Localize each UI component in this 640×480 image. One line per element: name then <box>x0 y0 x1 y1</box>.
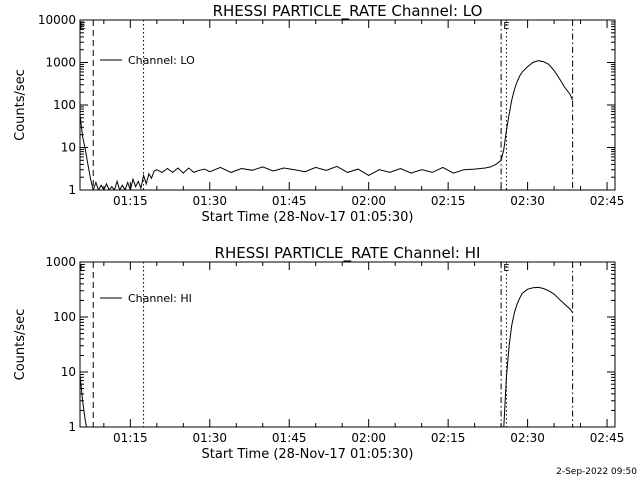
y-tick-label: 1000 <box>45 56 76 70</box>
x-tick-label: 02:00 <box>351 431 386 445</box>
y-tick-label: 10 <box>61 365 76 379</box>
marker-label: E <box>503 21 509 32</box>
panel-lo: RHESSI PARTICLE_RATE Channel: LO 1 10 100 10… <box>13 2 624 225</box>
y-tick-label: 10 <box>61 141 76 155</box>
chart-title: RHESSI PARTICLE_RATE Channel: HI <box>215 244 481 263</box>
x-tick-label: 02:00 <box>351 194 386 208</box>
plot-frame <box>79 19 616 191</box>
y-tick-label: 1 <box>68 183 76 197</box>
x-tick-label: 01:45 <box>272 194 307 208</box>
x-tick-label: 02:45 <box>590 194 625 208</box>
x-tick-label: 02:15 <box>431 194 466 208</box>
x-tick-label: 01:30 <box>192 194 227 208</box>
x-tick-label: 01:30 <box>192 431 227 445</box>
x-tick-label: 01:15 <box>113 431 148 445</box>
legend-label: Channel: HI <box>128 292 192 305</box>
x-axis-label: Start Time (28-Nov-17 01:05:30) <box>202 447 414 462</box>
marker-label: E <box>79 263 85 274</box>
y-tick-label: 1000 <box>45 255 76 269</box>
marker-label: E <box>79 21 85 32</box>
x-tick-label: 02:30 <box>510 194 545 208</box>
x-tick-label: 02:45 <box>590 431 625 445</box>
x-tick-label: 02:30 <box>510 431 545 445</box>
chart-title: RHESSI PARTICLE_RATE Channel: LO <box>213 2 483 21</box>
y-tick-label: 1 <box>68 420 76 434</box>
x-tick-label: 01:45 <box>272 431 307 445</box>
marker-label: E <box>503 263 509 274</box>
x-tick-label: 01:15 <box>113 194 148 208</box>
footer-timestamp: 2-Sep-2022 09:50 <box>556 467 637 477</box>
y-axis-label: Counts/sec <box>13 69 28 141</box>
y-tick-label: 100 <box>53 310 76 324</box>
series-line <box>80 286 574 427</box>
y-axis-label: Counts/sec <box>13 309 28 381</box>
panel-hi: RHESSI PARTICLE_RATE Channel: HI 1 10 100 10… <box>13 244 624 462</box>
x-tick-label: 02:15 <box>431 431 466 445</box>
y-tick-label: 100 <box>53 98 76 112</box>
y-tick-label: 10000 <box>38 13 76 27</box>
plot-frame <box>79 261 616 428</box>
series-line <box>80 60 574 190</box>
legend-label: Channel: LO <box>128 54 195 67</box>
x-axis-label: Start Time (28-Nov-17 01:05:30) <box>202 210 414 225</box>
